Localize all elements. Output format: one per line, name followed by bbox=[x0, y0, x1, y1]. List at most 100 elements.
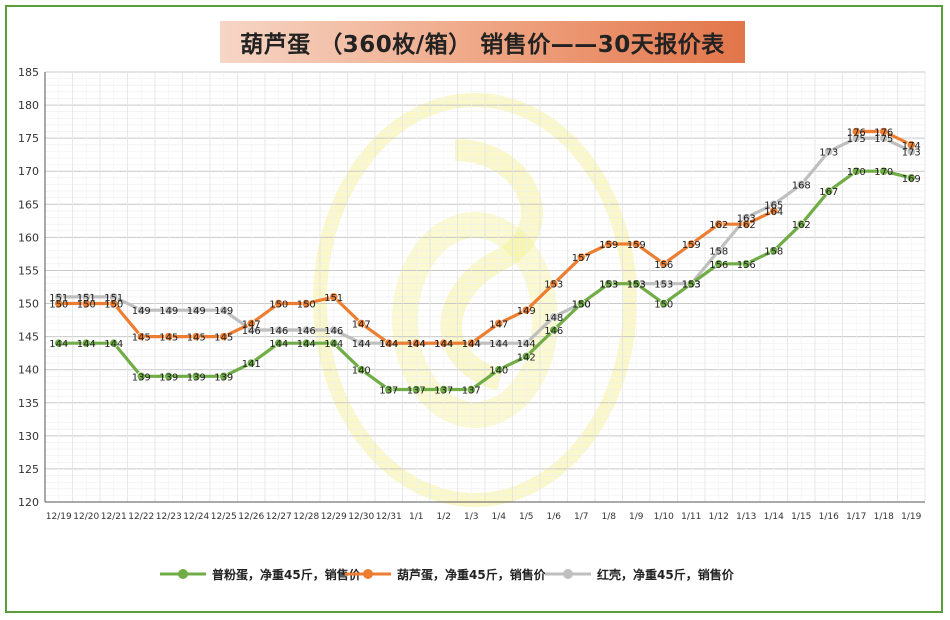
y-tick-label: 185 bbox=[18, 66, 39, 79]
data-label: 146 bbox=[242, 326, 261, 337]
x-tick-label: 1/4 bbox=[492, 512, 507, 522]
data-point bbox=[411, 338, 421, 348]
data-label: 150 bbox=[49, 300, 68, 311]
data-point bbox=[164, 332, 174, 342]
x-tick-label: 1/19 bbox=[901, 512, 921, 522]
data-point bbox=[301, 298, 311, 309]
data-label: 146 bbox=[269, 326, 288, 337]
data-label: 150 bbox=[77, 300, 96, 311]
data-label: 150 bbox=[297, 300, 316, 311]
data-label: 139 bbox=[159, 372, 178, 383]
data-point bbox=[274, 325, 284, 335]
data-label: 162 bbox=[737, 220, 756, 231]
data-point bbox=[769, 206, 779, 216]
data-point bbox=[879, 126, 889, 137]
data-point bbox=[604, 279, 614, 289]
data-point bbox=[329, 325, 339, 335]
x-tick-label: 12/29 bbox=[321, 512, 347, 522]
x-tick-label: 1/2 bbox=[437, 512, 451, 522]
legend-label: 普粉蛋，净重45斤，销售价 bbox=[212, 567, 362, 582]
data-point bbox=[714, 246, 724, 256]
data-point bbox=[164, 371, 174, 381]
data-label: 157 bbox=[572, 253, 591, 264]
data-point bbox=[466, 338, 476, 348]
data-point bbox=[824, 146, 834, 156]
data-point bbox=[246, 318, 256, 328]
series-line bbox=[58, 136, 912, 345]
data-label: 149 bbox=[159, 306, 178, 317]
x-tick-label: 1/6 bbox=[547, 512, 562, 522]
x-tick-label: 12/27 bbox=[266, 512, 292, 522]
y-tick-label: 135 bbox=[18, 397, 39, 410]
data-label: 165 bbox=[764, 200, 783, 211]
data-point bbox=[54, 298, 64, 309]
data-point bbox=[604, 239, 614, 249]
data-label: 153 bbox=[654, 280, 673, 291]
x-axis-ticks: 12/19 12/20 12/21 12/22 12/23 12/24 12/25 12/26… bbox=[46, 512, 922, 522]
x-tick-label: 1/17 bbox=[846, 512, 866, 522]
data-label: 145 bbox=[187, 333, 206, 344]
data-point bbox=[576, 298, 586, 309]
data-label: 150 bbox=[104, 300, 123, 311]
data-label: 164 bbox=[764, 207, 783, 218]
series-layer bbox=[54, 126, 916, 395]
legend-swatch-marker bbox=[363, 569, 373, 579]
data-point bbox=[439, 338, 449, 348]
data-point bbox=[686, 239, 696, 249]
legend-label: 葫芦蛋，净重45斤，销售价 bbox=[397, 567, 547, 582]
data-label: 168 bbox=[792, 180, 811, 191]
data-point bbox=[301, 325, 311, 335]
data-point bbox=[384, 338, 394, 348]
data-point bbox=[136, 371, 146, 381]
y-tick-label: 165 bbox=[18, 198, 39, 211]
data-point bbox=[329, 338, 339, 348]
data-point bbox=[659, 279, 669, 289]
data-point bbox=[521, 338, 531, 348]
data-label: 137 bbox=[462, 386, 481, 397]
data-point bbox=[246, 358, 256, 368]
x-tick-label: 1/14 bbox=[764, 512, 784, 522]
data-label: 162 bbox=[709, 220, 728, 231]
data-label: 175 bbox=[847, 134, 866, 145]
data-point bbox=[494, 318, 504, 328]
data-point bbox=[851, 126, 861, 137]
data-label: 147 bbox=[352, 319, 371, 330]
data-label: 163 bbox=[737, 214, 756, 225]
y-tick-label: 170 bbox=[18, 165, 39, 178]
x-tick-label: 12/20 bbox=[73, 512, 99, 522]
data-point bbox=[741, 259, 751, 269]
grid-lines bbox=[44, 71, 926, 503]
data-label: 140 bbox=[489, 366, 508, 377]
data-point bbox=[356, 318, 366, 328]
data-point bbox=[879, 166, 889, 176]
x-tick-label: 1/8 bbox=[602, 512, 617, 522]
data-label: 144 bbox=[297, 339, 316, 350]
data-label: 144 bbox=[407, 339, 426, 350]
data-label: 173 bbox=[819, 147, 838, 158]
x-tick-label: 1/3 bbox=[464, 512, 478, 522]
data-point bbox=[659, 259, 669, 269]
data-label: 153 bbox=[599, 280, 618, 291]
data-point bbox=[136, 332, 146, 342]
data-point bbox=[356, 365, 366, 375]
data-point bbox=[274, 338, 284, 348]
data-label: 144 bbox=[49, 339, 68, 350]
data-label: 144 bbox=[462, 339, 481, 350]
data-label: 153 bbox=[682, 280, 701, 291]
data-point bbox=[851, 166, 861, 176]
data-label: 137 bbox=[434, 386, 453, 397]
data-point bbox=[109, 338, 119, 348]
data-label: 142 bbox=[517, 352, 536, 363]
data-point bbox=[686, 279, 696, 289]
data-point bbox=[521, 305, 531, 315]
data-point bbox=[576, 252, 586, 262]
x-tick-label: 1/11 bbox=[681, 512, 701, 522]
legend-swatch-marker bbox=[563, 569, 573, 579]
data-label: 146 bbox=[324, 326, 343, 337]
y-tick-label: 180 bbox=[18, 99, 39, 112]
series-line bbox=[58, 169, 912, 392]
data-label: 159 bbox=[682, 240, 701, 251]
x-tick-label: 1/13 bbox=[736, 512, 756, 522]
data-point bbox=[136, 305, 146, 315]
data-label: 139 bbox=[214, 372, 233, 383]
